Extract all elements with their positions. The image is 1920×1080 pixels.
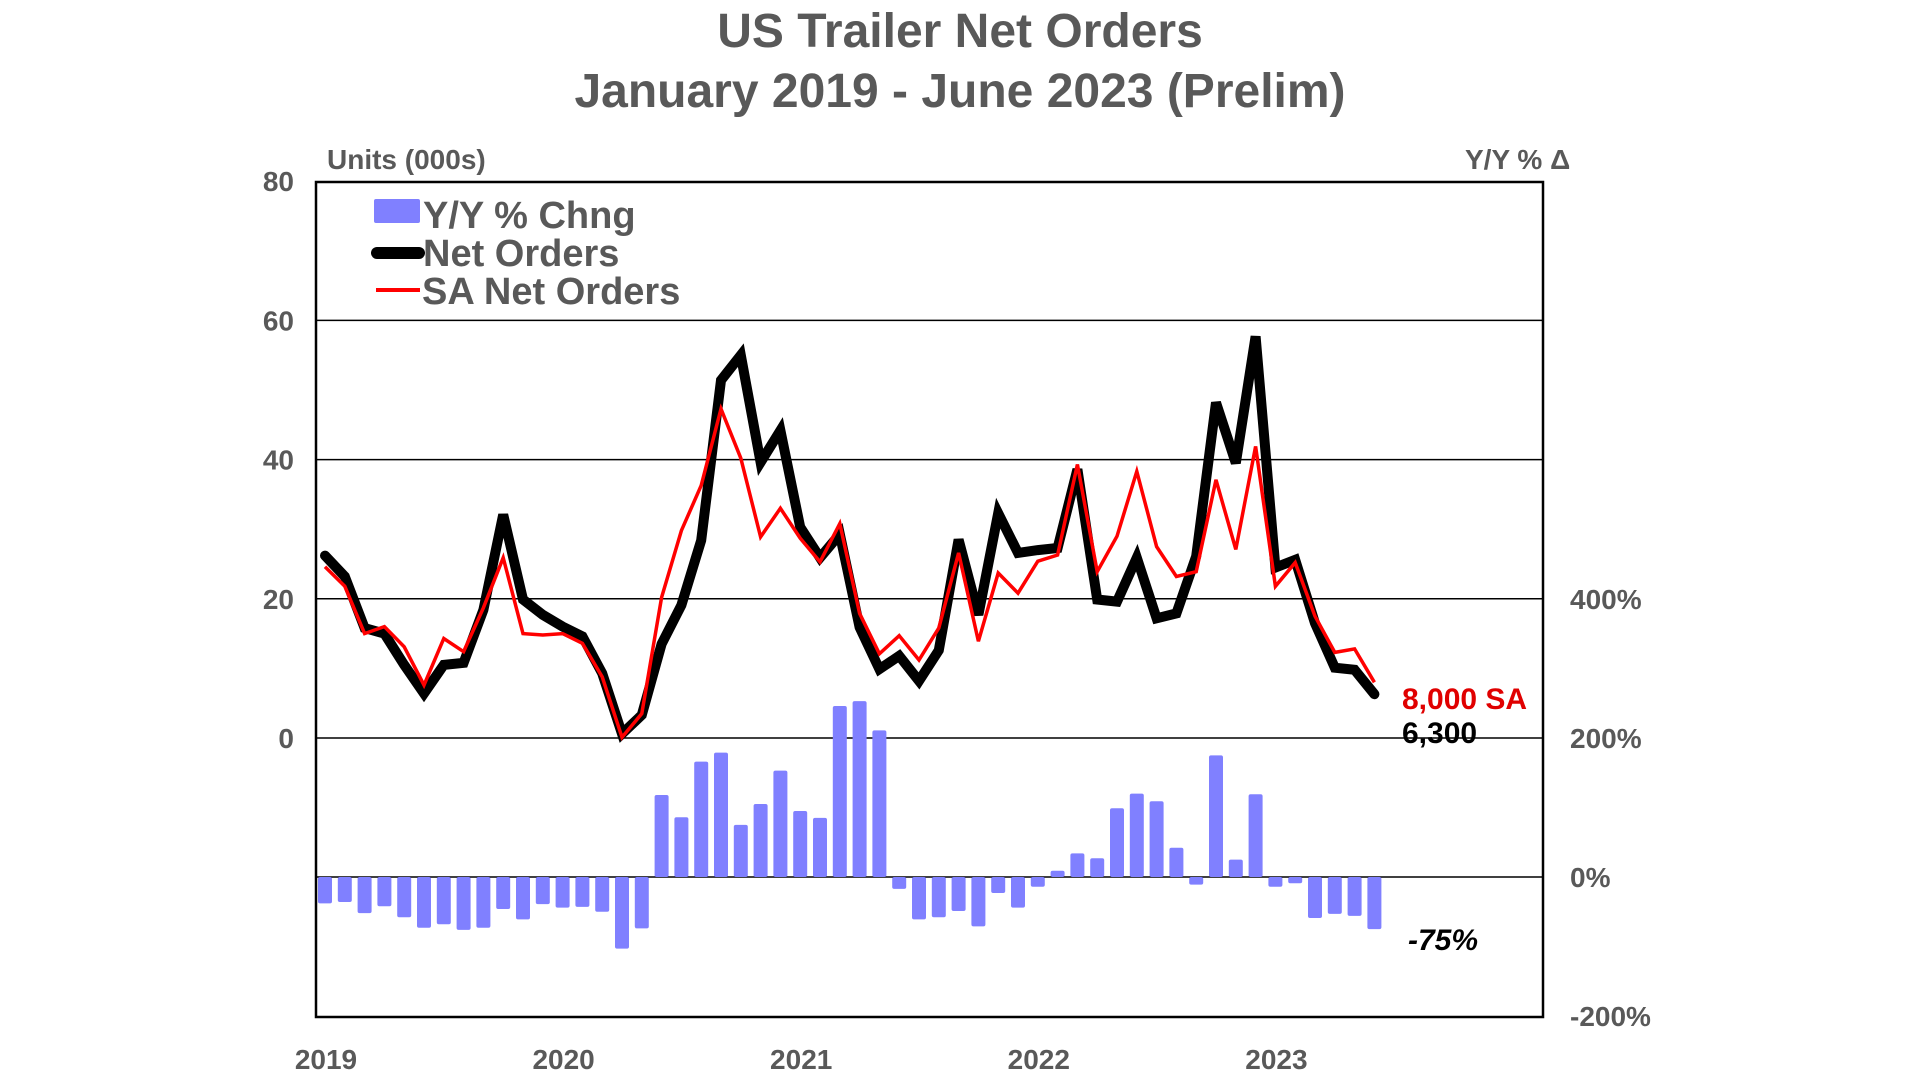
- legend-yoy-label: Y/Y % Chng: [423, 195, 636, 237]
- yoy-bars: [318, 701, 1382, 949]
- yoy-bar: [733, 824, 748, 877]
- yoy-bar: [892, 877, 907, 889]
- yoy-bar: [832, 706, 847, 877]
- yoy-bar: [1288, 877, 1303, 884]
- yoy-bar: [417, 877, 431, 928]
- yoy-bar: [595, 877, 610, 912]
- yoy-bar: [377, 877, 392, 907]
- right-tick-label: 0%: [1570, 862, 1611, 893]
- yoy-bar: [654, 794, 669, 877]
- left-tick-label: 0: [278, 723, 294, 754]
- net-orders-line: [320, 335, 1380, 743]
- x-tick-label: 2019: [295, 1044, 357, 1075]
- yoy-bar: [1169, 847, 1184, 877]
- left-axis-title: Units (000s): [327, 144, 486, 175]
- yoy-bar: [813, 817, 827, 877]
- yoy-bar: [496, 877, 511, 909]
- left-tick-label: 60: [263, 305, 294, 336]
- yoy-bar: [1367, 877, 1382, 930]
- yoy-bar: [357, 877, 372, 914]
- yoy-bar: [634, 877, 649, 929]
- right-axis-ticks: -200% 0% 200% 400%: [1570, 584, 1651, 1032]
- yoy-bar: [1268, 877, 1283, 887]
- yoy-bar: [1011, 877, 1025, 908]
- chart-subtitle: January 2019 - June 2023 (Prelim): [574, 65, 1346, 118]
- legend: Y/Y % Chng Net Orders SA Net Orders: [371, 195, 680, 313]
- yoy-bar: [753, 804, 768, 877]
- yoy-bar: [674, 817, 689, 877]
- yoy-bar: [1050, 870, 1065, 877]
- plot-frame: [314, 180, 1545, 1019]
- yoy-bar: [1110, 808, 1124, 877]
- yoy-bar: [516, 877, 530, 920]
- x-tick-label: 2021: [770, 1044, 832, 1075]
- yoy-bar: [436, 877, 451, 925]
- yoy-bar: [575, 877, 590, 907]
- yoy-bar: [1189, 877, 1204, 885]
- yoy-bar: [318, 877, 332, 904]
- yoy-bar: [1030, 877, 1045, 887]
- x-tick-label: 2020: [532, 1044, 594, 1075]
- yoy-bar: [456, 877, 471, 930]
- yoy-bar: [1308, 877, 1322, 919]
- yoy-bar: [397, 877, 412, 918]
- yoy-bar: [931, 877, 946, 918]
- yoy-bar: [1149, 801, 1164, 877]
- yoy-bar: [694, 761, 709, 877]
- yoy-bar: [1129, 793, 1144, 877]
- x-tick-label: 2023: [1245, 1044, 1307, 1075]
- right-tick-label: 400%: [1570, 584, 1642, 615]
- yoy-bar: [615, 877, 629, 949]
- left-tick-label: 80: [263, 166, 294, 197]
- yoy-bar: [951, 877, 966, 912]
- x-tick-label: 2022: [1008, 1044, 1070, 1075]
- legend-bar-swatch-icon: [374, 199, 420, 223]
- net-last-value-label: 6,300: [1402, 717, 1477, 750]
- legend-net-label: Net Orders: [423, 233, 619, 275]
- yoy-bar: [1248, 794, 1263, 877]
- right-tick-label: 200%: [1570, 723, 1642, 754]
- yoy-bar: [793, 810, 808, 877]
- order-lines: [320, 335, 1380, 743]
- x-axis-ticks: 2019 2020 2021 2022 2023: [295, 1044, 1308, 1075]
- yoy-bar: [1209, 755, 1223, 877]
- left-tick-label: 40: [263, 445, 294, 476]
- yoy-bar: [476, 877, 491, 928]
- yoy-bar: [714, 752, 728, 877]
- yoy-bar: [1327, 877, 1342, 914]
- right-axis-title: Y/Y % Δ: [1465, 144, 1571, 175]
- yoy-bar: [1090, 858, 1105, 877]
- chart-title: US Trailer Net Orders: [717, 5, 1203, 58]
- right-tick-label: -200%: [1570, 1001, 1651, 1032]
- gridlines: [316, 319, 1543, 878]
- yoy-bar: [555, 877, 570, 908]
- legend-sa-label: SA Net Orders: [422, 271, 680, 313]
- yoy-bar: [1228, 859, 1243, 877]
- left-tick-label: 20: [263, 584, 294, 615]
- yoy-bar: [852, 701, 867, 877]
- yoy-bar: [1070, 853, 1085, 877]
- yoy-bar: [872, 730, 887, 877]
- yoy-bar: [773, 770, 788, 877]
- yoy-bar: [971, 877, 986, 927]
- yoy-bar: [912, 877, 926, 920]
- yoy-last-value-label: -75%: [1408, 924, 1478, 957]
- yoy-bar: [1347, 877, 1362, 916]
- sa-last-value-label: 8,000 SA: [1402, 683, 1527, 716]
- left-axis-ticks: 0 20 40 60 80: [263, 166, 294, 754]
- sa-net-orders-line: [323, 403, 1376, 741]
- yoy-bar: [991, 877, 1006, 893]
- yoy-bar: [535, 877, 550, 905]
- yoy-bar: [337, 877, 352, 903]
